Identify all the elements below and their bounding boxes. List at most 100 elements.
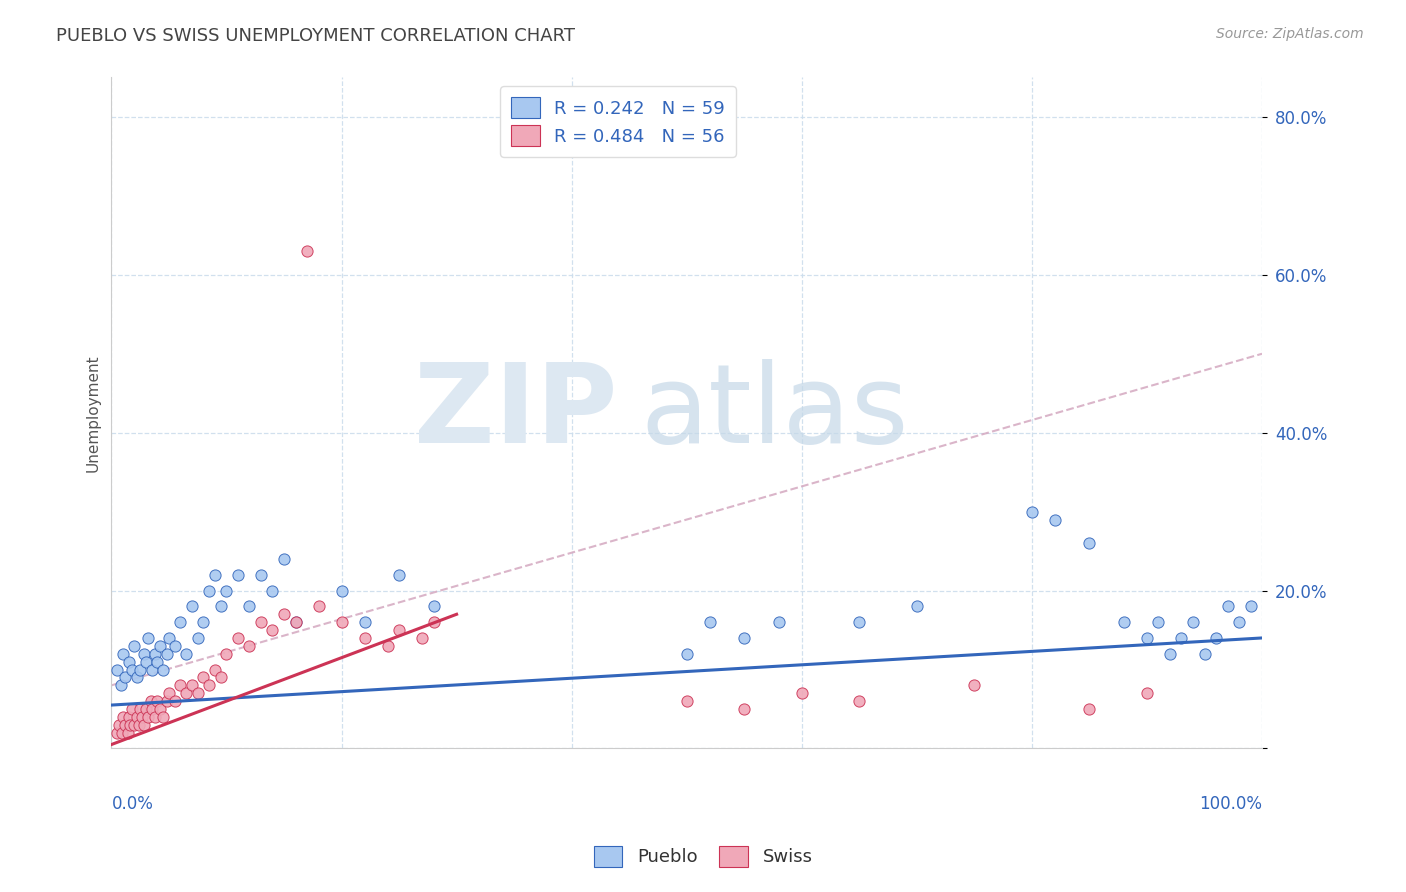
Point [163,639,186,653]
Point [105,663,128,677]
Point [262,583,284,598]
Point [1147,615,1170,629]
Point [146,655,169,669]
Point [193,615,215,629]
Point [1078,702,1101,716]
Point [422,615,444,629]
Point [118,655,141,669]
Point [963,678,986,692]
Point [143,647,166,661]
Point [1078,536,1101,550]
Text: 0.0%: 0.0% [111,796,153,814]
Point [163,694,186,708]
Point [377,639,399,653]
Point [238,639,260,653]
Point [169,615,191,629]
Point [1216,599,1239,614]
Point [131,710,153,724]
Point [204,567,226,582]
Point [125,670,148,684]
Point [215,647,238,661]
Legend: R = 0.242   N = 59, R = 0.484   N = 56: R = 0.242 N = 59, R = 0.484 N = 56 [501,87,735,157]
Point [215,583,238,598]
Text: ZIP: ZIP [415,359,617,467]
Point [136,631,159,645]
Point [1194,647,1216,661]
Point [1136,686,1159,700]
Point [124,718,146,732]
Point [157,631,180,645]
Point [250,615,273,629]
Point [308,599,330,614]
Point [111,710,134,724]
Point [118,718,141,732]
Point [118,710,141,724]
Point [675,694,697,708]
Point [132,647,155,661]
Point [273,552,295,566]
Point [204,663,226,677]
Point [114,718,136,732]
Point [848,615,870,629]
Point [1227,615,1250,629]
Point [152,710,174,724]
Point [187,686,209,700]
Point [353,615,375,629]
Point [121,702,143,716]
Point [181,599,204,614]
Point [125,710,148,724]
Point [129,702,152,716]
Point [238,599,260,614]
Point [146,694,169,708]
Legend: Pueblo, Swiss: Pueblo, Swiss [586,838,820,874]
Point [141,702,163,716]
Point [295,244,318,259]
Point [110,678,132,692]
Point [422,599,444,614]
Point [152,663,174,677]
Point [198,678,221,692]
Point [411,631,433,645]
Point [141,663,163,677]
Point [139,694,162,708]
Point [1239,599,1261,614]
Point [675,647,697,661]
Point [111,725,134,739]
Point [1136,631,1159,645]
Point [1021,505,1043,519]
Point [128,718,150,732]
Point [1182,615,1205,629]
Point [181,678,204,692]
Point [209,670,232,684]
Point [174,647,197,661]
Point [733,702,755,716]
Point [790,686,813,700]
Point [353,631,375,645]
Point [1112,615,1135,629]
Point [198,583,221,598]
Point [848,694,870,708]
Point [187,631,209,645]
Point [733,631,755,645]
Text: atlas: atlas [641,359,910,467]
Point [388,623,411,637]
Text: Source: ZipAtlas.com: Source: ZipAtlas.com [1216,27,1364,41]
Point [108,718,131,732]
Point [768,615,790,629]
Point [124,639,146,653]
Point [157,686,180,700]
Point [388,567,411,582]
Point [135,655,157,669]
Point [226,567,249,582]
Point [1170,631,1192,645]
Point [1159,647,1181,661]
Point [136,710,159,724]
Point [132,718,155,732]
Point [135,702,157,716]
Y-axis label: Unemployment: Unemployment [86,354,100,472]
Point [117,725,139,739]
Point [226,631,249,645]
Point [250,567,273,582]
Point [262,623,284,637]
Point [156,647,179,661]
